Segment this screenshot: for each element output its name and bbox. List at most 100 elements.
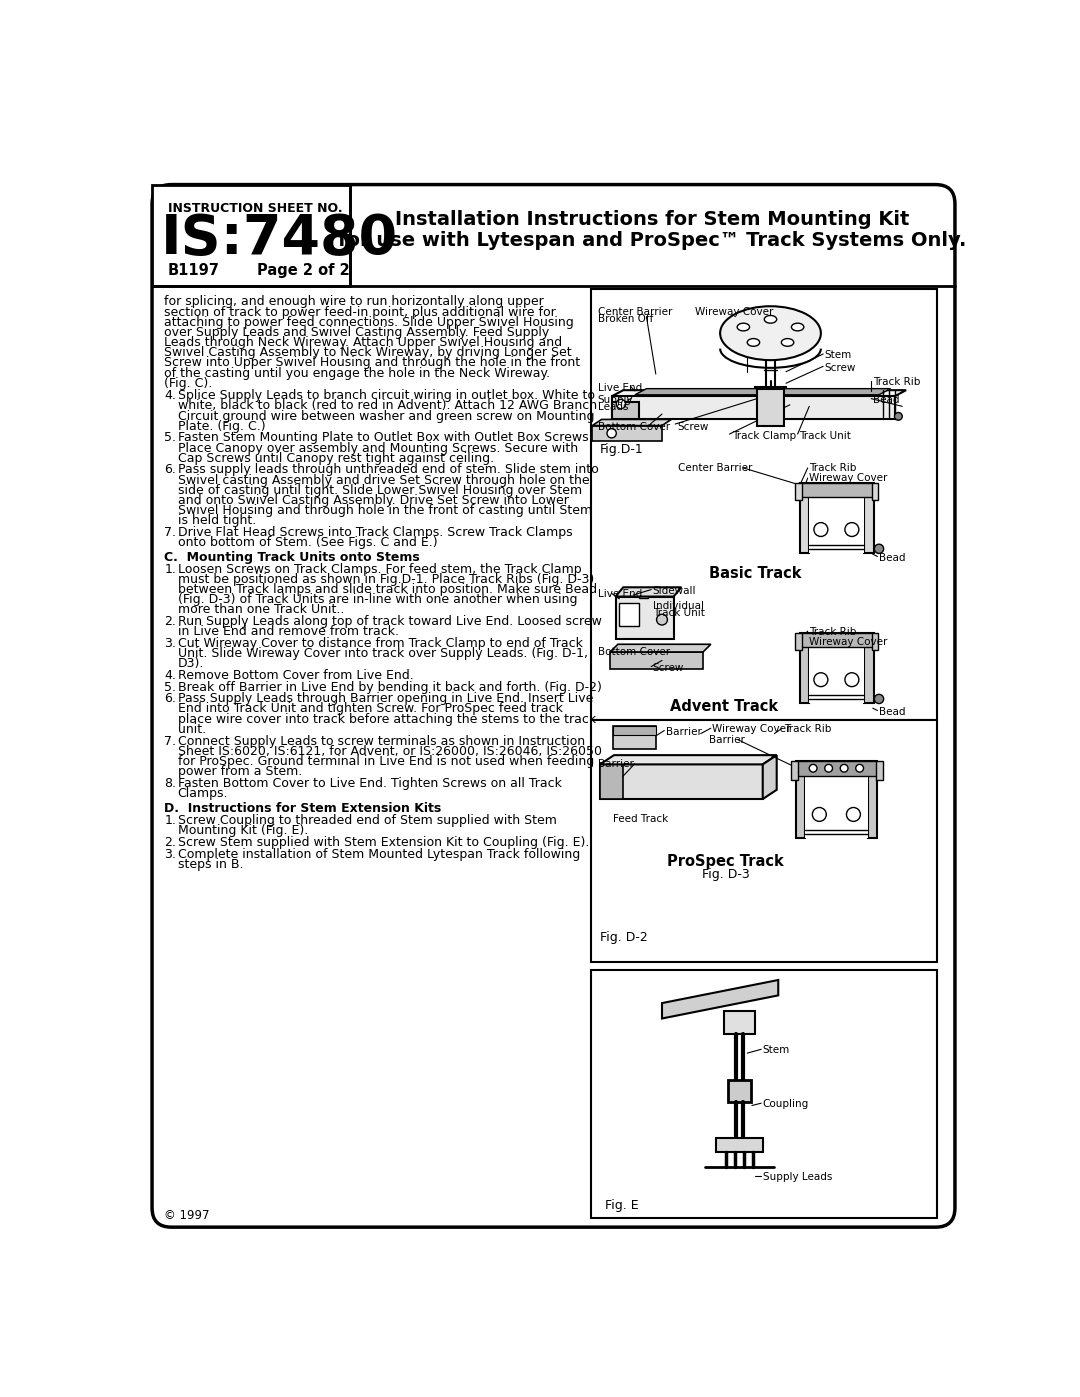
Text: Wireway Cover: Wireway Cover [809, 637, 888, 647]
Text: Bead: Bead [879, 553, 905, 563]
Text: (Fig. D-3) of Track Units are in-line with one another when using: (Fig. D-3) of Track Units are in-line wi… [177, 594, 577, 606]
Text: Track Clamp: Track Clamp [732, 432, 796, 441]
Text: Unit. Slide Wireway Cover into track over Supply Leads. (Fig. D-1,: Unit. Slide Wireway Cover into track ove… [177, 647, 588, 659]
Text: Bottom Cover: Bottom Cover [597, 422, 670, 432]
Text: Bead: Bead [879, 707, 905, 717]
Text: Fig. D-2: Fig. D-2 [600, 932, 648, 944]
Text: Track Unit: Track Unit [799, 432, 851, 441]
Bar [728, 1080, 751, 1102]
Text: Remove Bottom Cover from Live End.: Remove Bottom Cover from Live End. [177, 669, 414, 682]
Text: and onto Swivel Casting Assembly. Drive Set Screw into Lower: and onto Swivel Casting Assembly. Drive … [177, 495, 568, 507]
Ellipse shape [738, 323, 750, 331]
Text: Live End: Live End [597, 383, 642, 393]
Text: Cap Screws until Canopy rest tight against ceiling.: Cap Screws until Canopy rest tight again… [177, 451, 494, 465]
Text: Fasten Stem Mounting Plate to Outlet Box with Outlet Box Screws.: Fasten Stem Mounting Plate to Outlet Box… [177, 432, 592, 444]
Text: more than one Track Unit..: more than one Track Unit.. [177, 604, 345, 616]
Text: Drive Flat Head Screws into Track Clamps. Screw Track Clamps: Drive Flat Head Screws into Track Clamps… [177, 527, 572, 539]
Text: End into Track Unit and tighten Screw. For ProSpec feed track: End into Track Unit and tighten Screw. F… [177, 703, 563, 715]
Text: Fig.D-1: Fig.D-1 [600, 443, 644, 457]
Circle shape [840, 764, 848, 773]
Ellipse shape [720, 306, 821, 360]
Polygon shape [796, 760, 877, 838]
Text: Individual: Individual [652, 601, 704, 610]
Text: Stem: Stem [762, 1045, 789, 1056]
Text: Page 2 of 2: Page 2 of 2 [257, 263, 350, 278]
Circle shape [847, 807, 861, 821]
Bar [600, 764, 623, 799]
Bar [619, 602, 638, 626]
Text: Splice Supply Leads to branch circuit wiring in outlet box. White to: Splice Supply Leads to branch circuit wi… [177, 390, 595, 402]
Ellipse shape [781, 338, 794, 346]
Polygon shape [800, 483, 874, 553]
Circle shape [607, 429, 617, 437]
Polygon shape [635, 388, 891, 395]
Polygon shape [762, 756, 777, 799]
Text: Sidewall: Sidewall [652, 585, 697, 595]
Text: Circuit ground wire between washer and green screw on Mounting: Circuit ground wire between washer and g… [177, 409, 594, 422]
Text: Swivel casting Assembly and drive Set Screw through hole on the: Swivel casting Assembly and drive Set Sc… [177, 474, 590, 486]
Text: 7.: 7. [164, 735, 176, 747]
Text: Clamps.: Clamps. [177, 787, 228, 800]
Bar [796, 760, 877, 775]
Text: Stem: Stem [825, 351, 852, 360]
Bar [591, 719, 937, 963]
Text: C.  Mounting Track Units onto Stems: C. Mounting Track Units onto Stems [164, 550, 420, 564]
Text: Screw Stem supplied with Stem Extension Kit to Coupling (Fig. E).: Screw Stem supplied with Stem Extension … [177, 835, 589, 849]
Text: 4.: 4. [164, 390, 176, 402]
Circle shape [825, 764, 833, 773]
Text: place wire cover into track before attaching the stems to the track: place wire cover into track before attac… [177, 712, 596, 725]
Text: Track Rib: Track Rib [809, 627, 856, 637]
Bar [795, 633, 801, 651]
Bar [616, 597, 674, 638]
Text: 2.: 2. [164, 615, 176, 629]
Text: Swivel Housing and through hole in the front of casting until Stem: Swivel Housing and through hole in the f… [177, 504, 592, 517]
Text: 7.: 7. [164, 527, 176, 539]
Text: Screw: Screw [652, 662, 684, 673]
Text: unit.: unit. [177, 722, 206, 736]
Text: Basic Track: Basic Track [708, 566, 801, 581]
Text: Supply Leads: Supply Leads [762, 1172, 832, 1182]
Text: 1.: 1. [164, 814, 176, 827]
Circle shape [845, 673, 859, 686]
Text: 5.: 5. [164, 680, 176, 694]
Circle shape [875, 545, 883, 553]
Text: Screw: Screw [677, 422, 708, 432]
Text: Feed Track: Feed Track [613, 814, 669, 824]
Text: steps in B.: steps in B. [177, 858, 243, 870]
Text: Coupling: Coupling [762, 1099, 809, 1109]
Circle shape [657, 615, 667, 624]
Text: Sheet IS:6020, IS:6121, for Advent, or IS:26000, IS:26046, IS:26050: Sheet IS:6020, IS:6121, for Advent, or I… [177, 745, 602, 757]
Text: Supply: Supply [597, 395, 633, 405]
Text: Fig. E: Fig. E [606, 1200, 639, 1213]
Text: onto bottom of Stem. (See Figs. C and E.): onto bottom of Stem. (See Figs. C and E.… [177, 536, 437, 549]
Bar [800, 483, 874, 497]
Ellipse shape [747, 338, 759, 346]
Text: for ProSpec. Ground terminal in Live End is not used when feeding: for ProSpec. Ground terminal in Live End… [177, 754, 594, 768]
Text: Leads: Leads [597, 402, 629, 412]
Text: Place Canopy over assembly and Mounting Screws. Secure with: Place Canopy over assembly and Mounting … [177, 441, 578, 454]
Polygon shape [592, 419, 672, 426]
Text: 6.: 6. [164, 693, 176, 705]
Text: Wireway Cover: Wireway Cover [713, 724, 791, 733]
Circle shape [855, 764, 864, 773]
Text: Bottom Cover: Bottom Cover [597, 647, 670, 658]
Bar [591, 970, 937, 1218]
Text: Connect Supply Leads to screw terminals as shown in Instruction: Connect Supply Leads to screw terminals … [177, 735, 584, 747]
Text: Loosen Screws on Track Clamps. For feed stem, the Track Clamp: Loosen Screws on Track Clamps. For feed … [177, 563, 581, 576]
Bar [806, 775, 868, 838]
Bar [724, 1011, 755, 1034]
Bar [716, 1137, 762, 1151]
Bar [876, 760, 882, 780]
Bar [152, 184, 350, 286]
Bar [613, 726, 656, 735]
Polygon shape [611, 402, 638, 419]
Text: Track Rib: Track Rib [784, 724, 831, 733]
Text: 8.: 8. [164, 777, 176, 789]
Text: ProSpec Track: ProSpec Track [667, 855, 784, 869]
Text: Screw into Upper Swivel Housing and through the hole in the front: Screw into Upper Swivel Housing and thro… [164, 356, 581, 369]
Text: Swivel Casting Assembly to Neck Wireway, by driving Longer Set: Swivel Casting Assembly to Neck Wireway,… [164, 346, 572, 359]
Text: Fasten Bottom Cover to Live End. Tighten Screws on all Track: Fasten Bottom Cover to Live End. Tighten… [177, 777, 562, 789]
Text: D.  Instructions for Stem Extension Kits: D. Instructions for Stem Extension Kits [164, 802, 442, 816]
Bar [613, 726, 656, 749]
Text: 1.: 1. [164, 563, 176, 576]
